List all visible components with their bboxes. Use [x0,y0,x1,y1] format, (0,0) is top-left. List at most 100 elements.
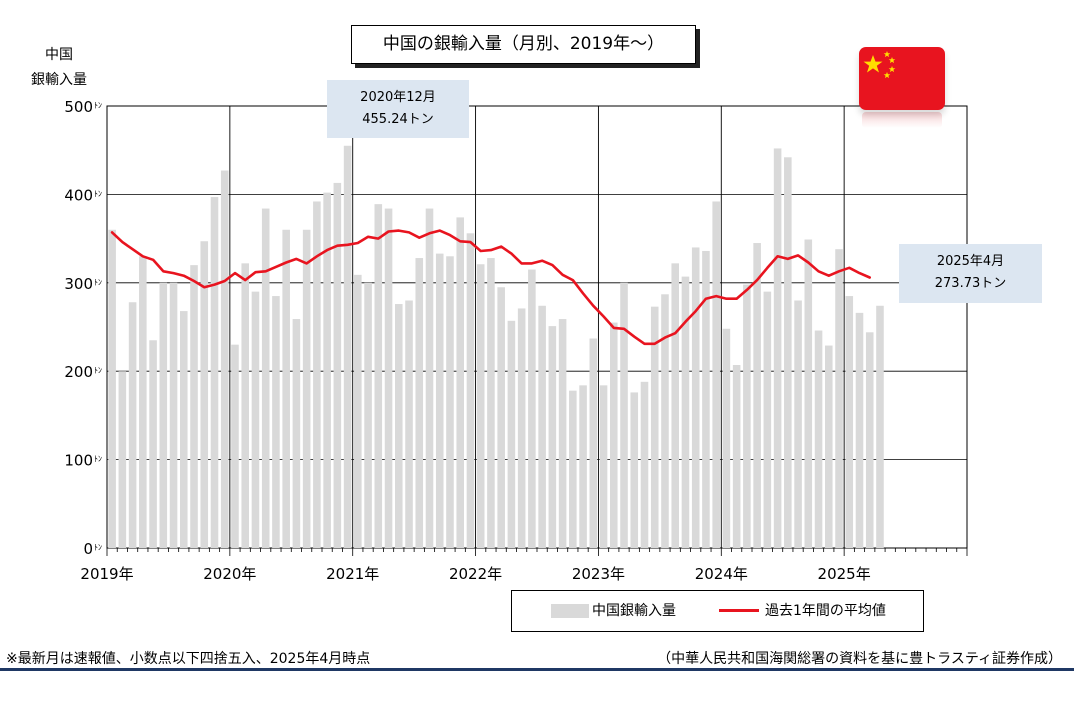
data-bar [722,328,731,548]
y-tick-label: 100 [64,452,93,470]
x-year-label: 2019年 [80,565,133,583]
data-bar [343,145,352,548]
data-bar [753,243,761,548]
chart-legend: 中国銀輸入量 過去1年間の平均値 [511,590,924,632]
data-bar [394,304,403,548]
y-tick-label: 400 [64,186,93,204]
data-bar [599,385,608,548]
data-bar [579,385,587,548]
data-bar [487,258,495,548]
data-bar [220,170,229,549]
data-bar [507,320,516,548]
data-bar [251,291,260,548]
data-bar [609,322,618,548]
data-bar [497,287,505,548]
y-tick-unit: ﾄﾝ [94,543,102,552]
china-flag-icon [859,47,945,110]
data-bar [292,319,301,548]
footnote: ※最新月は速報値、小数点以下四捨五入、2025年4月時点 [6,651,371,667]
data-bar [589,338,598,548]
x-year-label: 2022年 [449,565,502,583]
y-tick-label: 500 [64,98,93,116]
data-bar [743,284,751,548]
data-bar [804,239,813,548]
data-bar [384,208,393,548]
data-bar [855,312,864,548]
data-bar [374,204,383,548]
data-bar [558,319,567,548]
y-tick-label: 300 [64,275,93,293]
data-bar [364,282,372,548]
y-axis-unit-line1: 中国 [45,47,73,63]
data-bar [835,249,843,548]
data-bar [763,291,772,548]
data-bar [466,233,475,548]
legend-line-label: 過去1年間の平均値 [765,603,886,619]
source-note: （中華人民共和国海関総署の資料を基に豊トラスティ証券作成） [657,651,1062,667]
data-bar [691,247,700,548]
data-bar [538,305,546,548]
data-bar [476,264,485,548]
legend-bar-label: 中国銀輸入量 [592,603,676,619]
data-bar [640,381,649,548]
data-bar [620,282,628,548]
data-bar [784,157,792,548]
data-bar [139,256,147,548]
y-tick-label: 200 [64,363,93,381]
data-bar [446,256,454,548]
data-bar [650,306,659,548]
data-bar [302,229,311,548]
moving-average-line [110,229,872,346]
data-bar [159,282,168,548]
data-bar [845,296,854,548]
data-bar [569,390,577,548]
legend-line-swatch [719,609,759,612]
legend-bar-swatch [551,604,589,618]
y-axis-unit-line2: 銀輸入量 [31,72,87,88]
data-bar [415,258,424,548]
data-bar [272,296,280,548]
data-bar [210,197,219,548]
data-bar [179,311,188,548]
x-year-label: 2020年 [203,565,256,583]
y-tick-label: 0 [83,540,93,558]
data-bar [333,182,342,548]
y-tick-unit: ﾄﾝ [94,101,102,110]
data-bar [671,263,680,548]
data-bar [435,253,444,549]
data-bar [712,201,720,549]
data-bar [865,332,874,548]
data-bar [169,282,178,548]
data-bar [118,371,127,548]
callout-latest-month: 2025年4月 273.73トン [899,244,1042,303]
data-bar [528,269,536,548]
y-axis-unit-label: 中国 銀輸入量 [20,43,98,93]
data-bar [876,305,884,548]
callout-latest-date: 2025年4月 [936,254,1005,269]
data-bar [241,263,250,548]
data-bar [282,229,290,548]
data-bar [405,300,413,548]
bottom-divider [0,668,1074,671]
y-tick-unit: ﾄﾝ [94,366,102,375]
callout-peak-value: 455.24トン [362,112,434,127]
data-bar [313,201,321,549]
y-tick-unit: ﾄﾝ [94,455,102,464]
data-bar [702,250,710,548]
chart-title: 中国の銀輸入量（月別、2019年～） [351,25,696,64]
data-bar [128,302,137,548]
data-bar [681,276,690,548]
callout-peak-month: 2020年12月 455.24トン [327,80,469,138]
data-bar [814,330,823,548]
callout-latest-value: 273.73トン [934,276,1007,291]
data-bar [354,274,362,548]
data-bar [794,300,802,548]
data-bar [630,392,639,548]
callout-peak-date: 2020年12月 [360,90,436,105]
data-bar [149,340,157,548]
data-bar [456,217,465,548]
x-year-label: 2025年 [818,565,871,583]
data-bar [231,344,239,548]
data-bar [200,241,209,548]
